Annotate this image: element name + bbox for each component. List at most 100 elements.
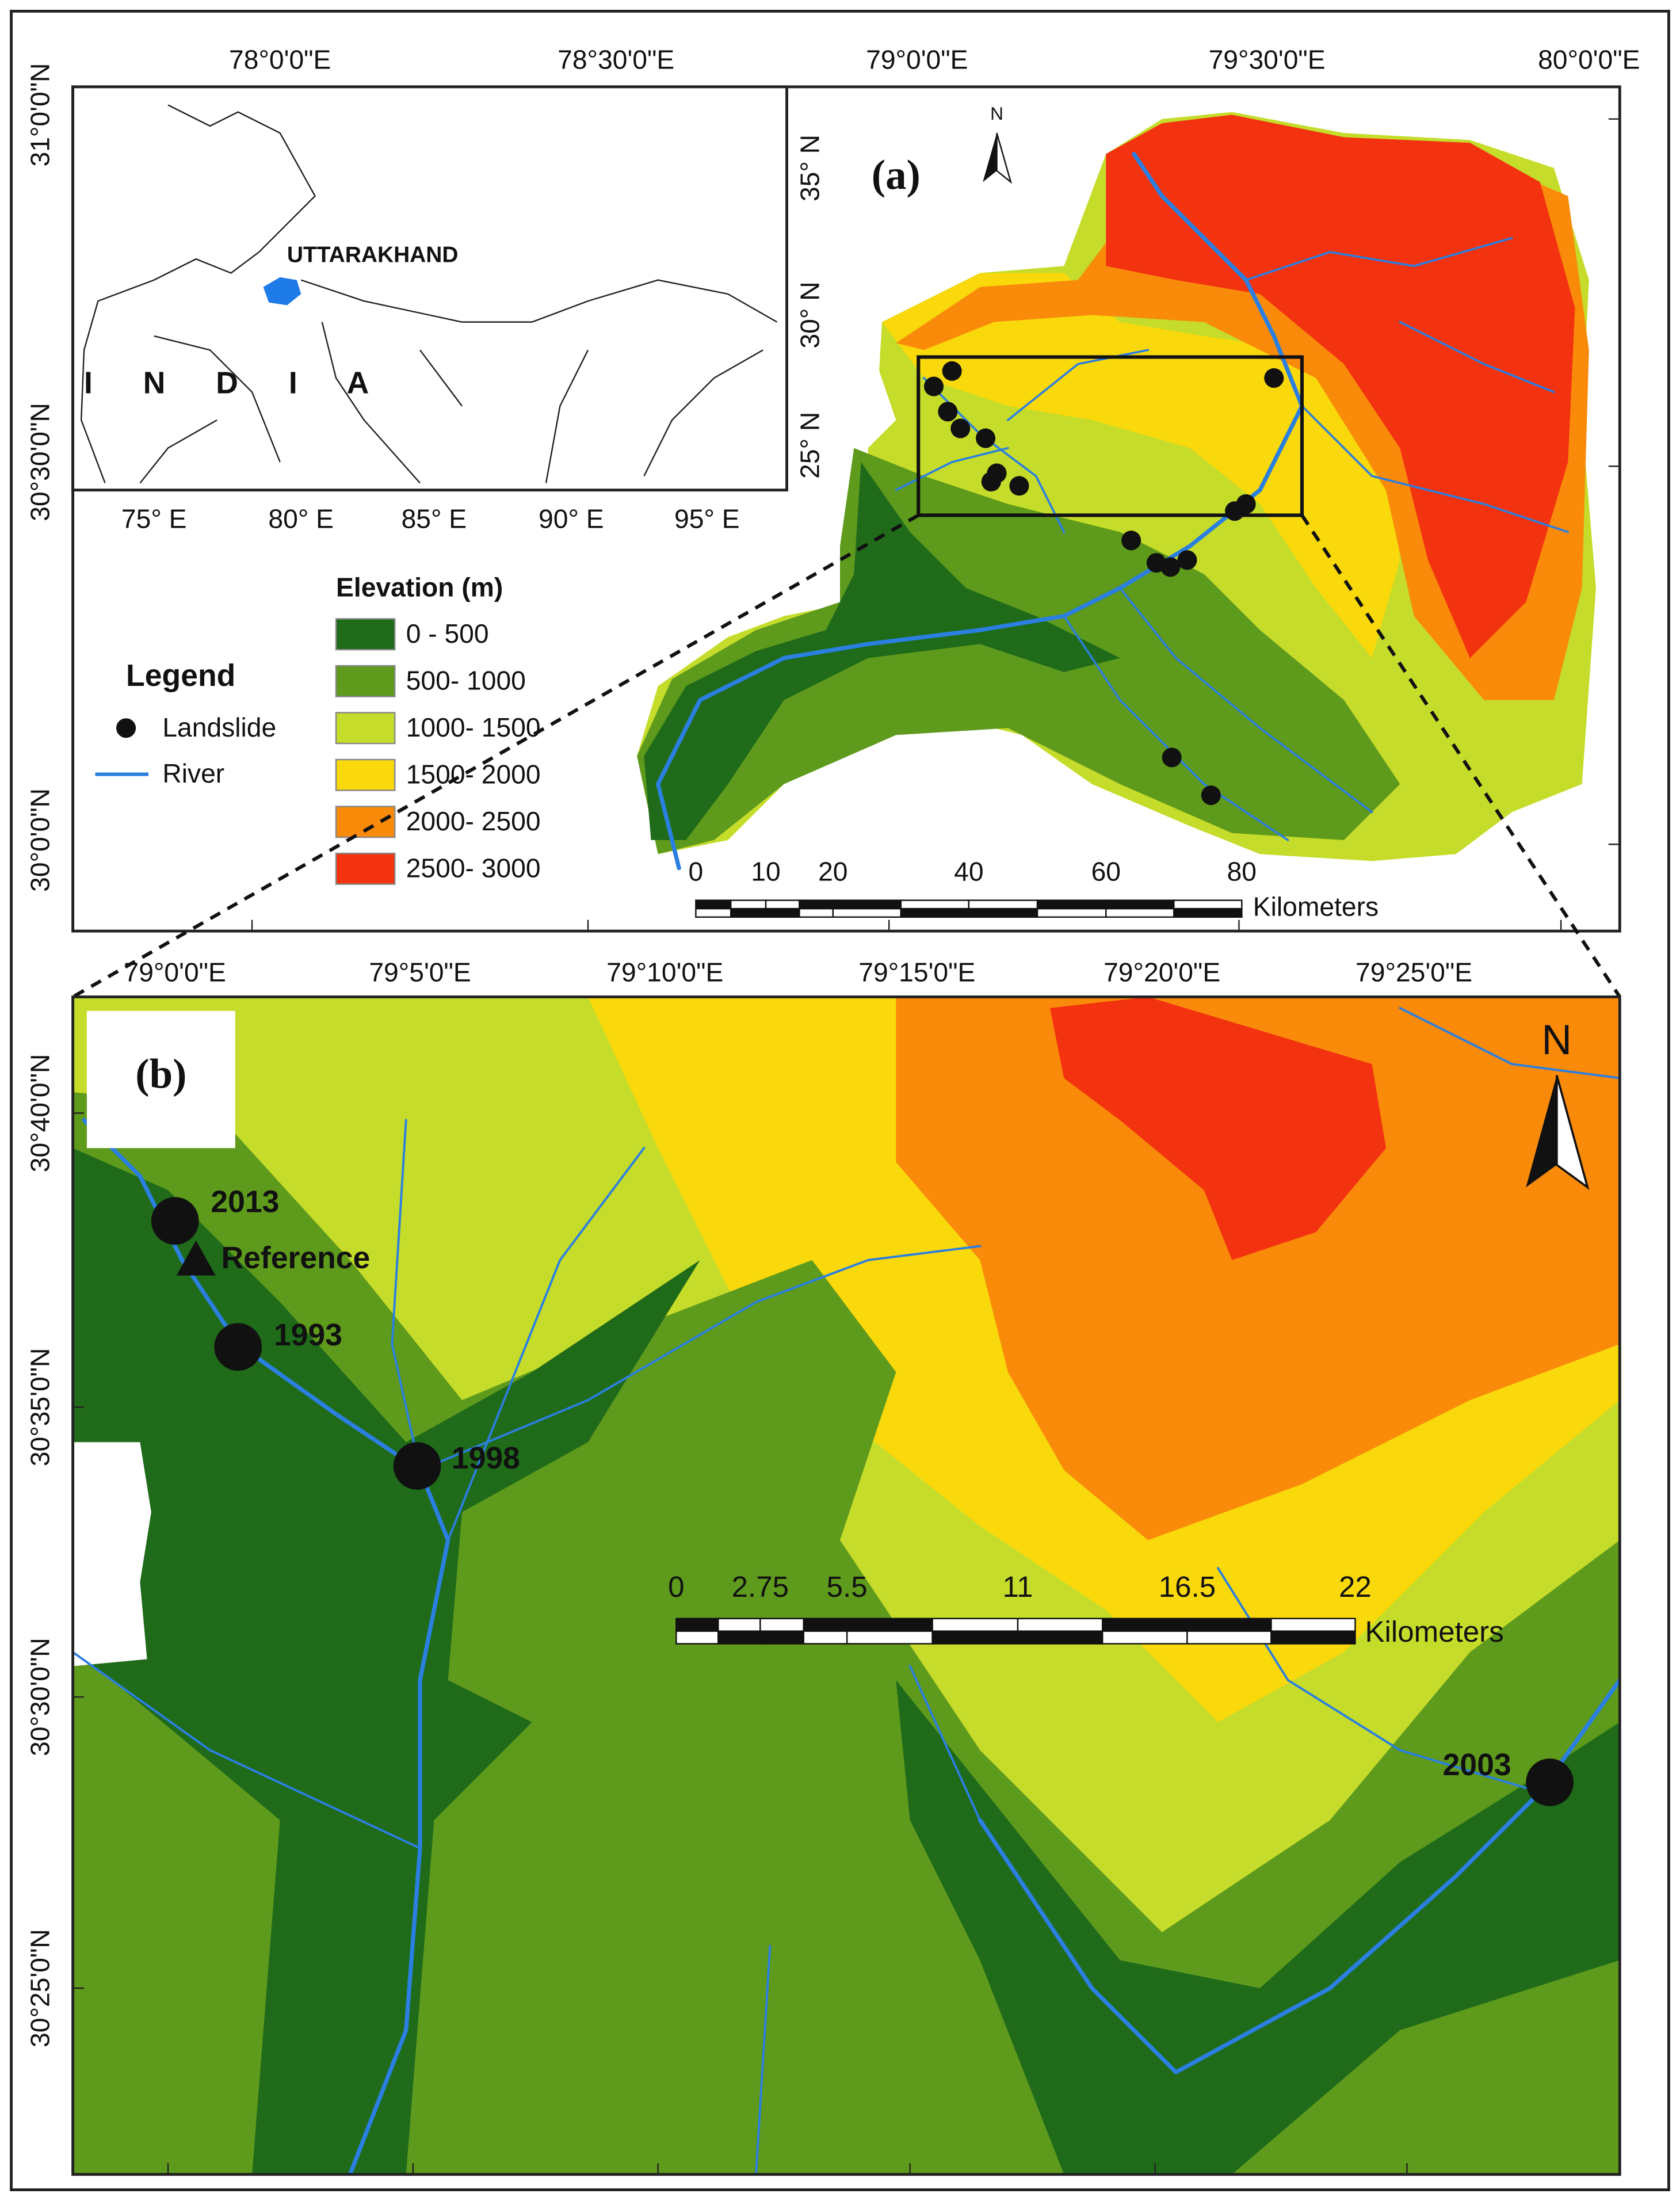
scale-segment [846,1618,933,1632]
uttarakhand [263,277,301,306]
inset-x-label: 80° E [268,503,334,533]
scale-segment [695,899,732,910]
x-tick-label: 79°30'0"E [1209,44,1326,74]
scale-segment [968,899,1038,910]
legend-label: River [162,758,224,788]
scale-segment [1270,1618,1356,1632]
legend-label: 1000- 1500 [406,712,541,742]
scale-unit: Kilometers [1253,891,1379,921]
inset-x-label: 75° E [121,503,187,533]
legend-swatch [335,852,396,885]
scale-segment [900,907,970,918]
elevation-band [896,997,1620,1540]
x-tick-label: 79°20'0"E [1104,958,1220,987]
landslide [1201,785,1221,806]
elevation-band [1106,115,1575,658]
inset-labels: 75° E 80° E 85° E 90° E 95° E 35° N 30° N 25° N… [84,135,824,533]
scale-segment [1105,907,1175,918]
scale-segment [1270,1630,1356,1645]
north-arrow [1526,1075,1590,1190]
legend-title: Legend [126,659,235,693]
y-tick-label: 30°30'0"N [25,403,55,521]
scale-label: 22 [1339,1570,1372,1603]
y-tick-label: 31°0'0"N [25,63,55,167]
legend-label: Landslide [162,712,276,742]
elevation-title: Elevation (m) [336,573,503,602]
inset-x-label: 90° E [539,503,604,533]
landslide [1177,550,1197,570]
landslide [1264,368,1284,388]
y-tick-label: 30°40'0"N [25,1054,55,1173]
elevation-band [644,461,1120,840]
scale-label: 10 [751,857,780,887]
x-tick-label: 78°30'0"E [558,44,674,74]
country-label: I N D I A [84,366,369,400]
x-tick-label: 79°10'0"E [606,958,723,987]
reference-marker [176,1240,216,1276]
scale-bar: 0 2.75 5.5 11 16.5 22 Kilometers [668,1570,1504,1648]
scale-segment [931,1618,1019,1632]
landslide-event [151,1197,199,1245]
inset-frame [71,85,788,492]
scale-segment [799,907,834,918]
scale-segment [717,1630,761,1645]
panel-label: (a) [872,151,921,198]
inset-y-label: 30° N [795,281,825,348]
scale-segment [759,1618,804,1632]
river [72,1006,1620,2175]
panel-b-axes: 79°0'0"E 79°5'0"E 79°10'0"E 79°15'0"E 79°20'… [25,958,1472,2175]
landslide [1121,531,1141,551]
elevation-band [1049,997,1386,1260]
scale-segment [1105,899,1175,910]
x-tick-label: 79°0'0"E [124,958,226,987]
landslide-events: 2013 1993 1998 2003 Reference [151,1185,1574,1806]
x-tick-label: 79°5'0"E [369,958,471,987]
y-tick-label: 30°0'0"N [25,788,55,892]
landslide-event [214,1323,262,1371]
scale-label: 80 [1227,857,1257,887]
x-tick-label: 79°0'0"E [866,44,968,74]
scale-segment [931,1630,1019,1645]
scale-segment [1173,907,1243,918]
landslide [950,418,971,438]
legend-label: 1500- 2000 [406,759,541,789]
zoom-box [917,355,1304,517]
legend-swatch [335,665,396,697]
scale-segment [765,907,800,918]
scale-segment [675,1618,719,1632]
scale-segment [1102,1630,1188,1645]
inset-x-label: 95° E [674,503,740,533]
scale-segment [765,899,800,910]
scale-segment [1186,1630,1272,1645]
inset-y-label: 25° N [795,412,825,479]
scale-segment [832,899,902,910]
scale-segment [900,899,970,910]
event-year: 1998 [452,1441,520,1475]
scale-segment [803,1618,848,1632]
scale-segment [1017,1630,1104,1645]
legend-swatch [335,758,396,791]
panel-label: (b) [135,1050,186,1097]
connector [72,513,919,999]
landslide-event [393,1442,441,1490]
state-label: UTTARAKHAND [287,243,459,268]
scale-segment [1186,1618,1272,1632]
label-box [86,1010,235,1149]
legend-label: 500- 1000 [406,665,526,695]
legend-label: 2500- 3000 [406,853,541,883]
scale-segment [1036,899,1107,910]
scale-label: 60 [1091,857,1121,887]
scale-bar: 0 10 20 40 60 80 Kilometers [689,857,1379,922]
landslide [981,471,1001,492]
legend-label: 0 - 500 [406,619,489,649]
legend: Elevation (m) 0 - 500 500- 1000 1000- 1500 1… [95,573,541,885]
scale-label: 16.5 [1159,1570,1216,1603]
elevation-band [72,1148,1620,2175]
event-year: 2013 [211,1185,279,1219]
north-arrow [983,132,1013,184]
scale-segment [730,907,767,918]
event-year: 2003 [1443,1748,1511,1782]
landslide [938,402,958,422]
scale-label: 11 [1003,1570,1033,1603]
legend-swatch [335,618,396,651]
